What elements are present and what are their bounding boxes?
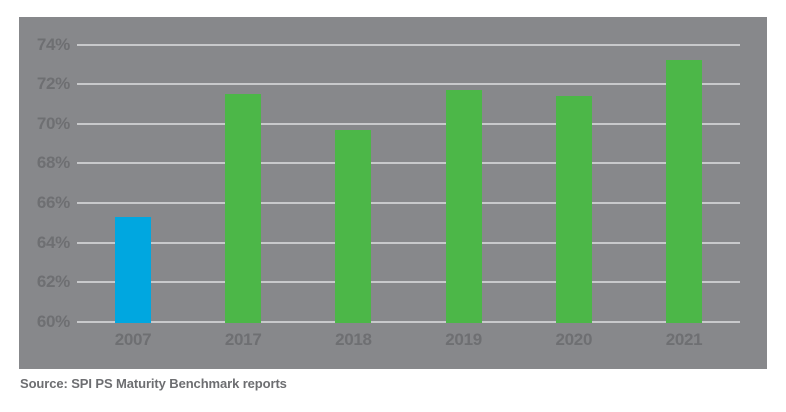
gridline [77, 83, 740, 86]
y-axis-tick-label: 70% [36, 113, 70, 133]
y-axis-tick-label: 74% [36, 34, 70, 54]
bar-2020 [555, 96, 592, 323]
gridline [77, 241, 740, 244]
bar-2007 [115, 216, 151, 323]
gridline [77, 43, 740, 46]
y-axis-tick-label: 64% [36, 232, 70, 252]
bar-2021 [666, 60, 702, 323]
gridline [77, 162, 740, 165]
bar-2018 [335, 129, 372, 323]
gridline [77, 281, 740, 284]
gridline [77, 202, 740, 205]
y-axis-tick-label: 68% [36, 153, 70, 173]
y-axis-tick-label: 60% [36, 312, 70, 331]
y-axis-tick-label: 62% [36, 272, 70, 292]
x-axis-label-2018: 2018 [335, 330, 372, 349]
x-axis-label-2020: 2020 [555, 330, 593, 349]
x-axis-label-2019: 2019 [445, 330, 482, 349]
x-axis-label-2017: 2017 [224, 330, 262, 349]
gridline [77, 321, 740, 323]
y-axis-tick-label: 66% [36, 193, 70, 213]
bar-2019 [445, 90, 482, 323]
x-axis-label-2007: 2007 [114, 330, 152, 349]
source-note: Source: SPI PS Maturity Benchmark report… [20, 376, 287, 391]
y-axis-tick-label: 72% [36, 74, 70, 94]
gridline [77, 122, 740, 125]
x-axis-label-2021: 2021 [665, 330, 703, 349]
bar-2017 [225, 94, 262, 323]
chart-plot-area: 74% 72% 70% 68% 66% 64% 62% 60% 2007 2017 2018 2019… [19, 17, 767, 369]
